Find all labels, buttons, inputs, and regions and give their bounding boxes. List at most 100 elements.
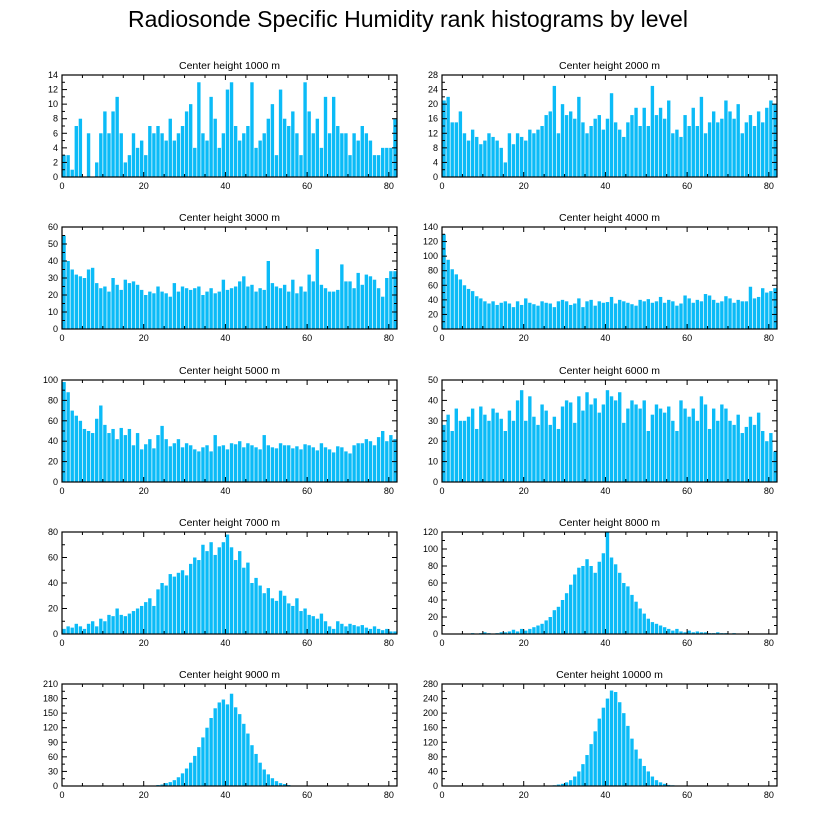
- histogram-bar: [462, 285, 467, 329]
- histogram-bar: [393, 271, 397, 329]
- y-tick-label: 40: [48, 436, 58, 446]
- histogram-bar: [274, 781, 279, 786]
- histogram-bar: [258, 762, 262, 786]
- histogram-bar: [250, 82, 254, 177]
- y-tick-label: 0: [53, 629, 58, 639]
- x-tick-label: 40: [600, 181, 610, 191]
- histogram-bar: [491, 408, 495, 482]
- histogram-bar: [752, 424, 757, 482]
- histogram-bar: [761, 431, 765, 482]
- histogram-bar: [217, 147, 221, 177]
- histogram-bar: [278, 443, 283, 482]
- y-tick-label: 40: [48, 256, 58, 266]
- histogram-bar: [446, 414, 450, 482]
- histogram-bar: [356, 140, 360, 177]
- histogram-bar: [213, 554, 217, 634]
- histogram-bar: [675, 305, 679, 329]
- histogram-bar: [242, 567, 246, 634]
- y-tick-label: 0: [433, 324, 438, 334]
- histogram-bar: [622, 422, 626, 482]
- histogram-bar: [483, 301, 487, 329]
- y-tick-label: 0: [433, 172, 438, 182]
- histogram-bar: [597, 115, 601, 177]
- histogram-bar: [536, 129, 540, 177]
- y-tick-label: 80: [428, 561, 438, 571]
- histogram-bar: [487, 303, 491, 329]
- histogram-bar: [352, 445, 356, 482]
- x-tick-label: 80: [764, 790, 774, 800]
- histogram-bar: [560, 783, 565, 786]
- histogram-bar: [99, 133, 103, 177]
- histogram-bar: [201, 737, 205, 786]
- x-tick-label: 20: [139, 638, 149, 648]
- histogram-bar: [642, 400, 646, 482]
- histogram-bar: [319, 613, 324, 634]
- histogram-bar: [573, 303, 577, 329]
- histogram-bar: [131, 281, 136, 329]
- y-tick-label: 0: [53, 324, 58, 334]
- x-tick-label: 60: [682, 181, 692, 191]
- histogram-bar: [348, 453, 352, 482]
- x-tick-label: 60: [682, 790, 692, 800]
- histogram-bar: [360, 625, 364, 634]
- histogram-bar: [642, 107, 646, 177]
- histogram-bar: [262, 289, 266, 329]
- histogram-bar: [319, 443, 324, 482]
- histogram-bar: [127, 155, 132, 177]
- y-tick-label: 200: [423, 708, 438, 718]
- histogram-bar: [148, 126, 152, 177]
- histogram-bar: [278, 590, 283, 634]
- histogram-bar: [703, 632, 708, 634]
- histogram-bar: [748, 416, 753, 482]
- histogram-bar: [127, 283, 132, 329]
- histogram-bar: [193, 147, 197, 177]
- histogram-bar: [66, 261, 70, 329]
- x-tick-label: 0: [439, 790, 444, 800]
- histogram-bar: [111, 616, 115, 634]
- histogram-bar: [258, 288, 262, 329]
- x-tick-label: 40: [600, 333, 610, 343]
- histogram-bar: [66, 155, 70, 177]
- histogram-bar: [176, 133, 181, 177]
- histogram-bar: [593, 305, 597, 329]
- histogram-bar: [278, 783, 283, 786]
- histogram-bar: [233, 707, 238, 786]
- histogram-bar: [287, 126, 291, 177]
- histogram-bar: [638, 126, 642, 177]
- histogram-bar: [164, 783, 168, 786]
- histogram-bar: [131, 611, 136, 634]
- panel-title: Center height 4000 m: [559, 212, 660, 224]
- y-tick-label: 0: [433, 629, 438, 639]
- histogram-bar: [765, 292, 769, 329]
- y-tick-label: 40: [428, 766, 438, 776]
- histogram-bar: [515, 400, 520, 482]
- histogram-bar: [250, 445, 254, 482]
- histogram-bar: [193, 557, 197, 634]
- histogram-bar: [193, 449, 197, 482]
- y-tick-label: 20: [428, 436, 438, 446]
- histogram-bar: [724, 408, 728, 482]
- x-tick-label: 20: [139, 486, 149, 496]
- histogram-bar: [364, 274, 369, 329]
- histogram-bar: [315, 450, 320, 482]
- histogram-bar: [270, 778, 275, 786]
- page-title: Radiosonde Specific Humidity rank histog…: [128, 6, 688, 32]
- x-tick-label: 60: [302, 181, 312, 191]
- histogram-bar: [156, 286, 160, 329]
- histogram-bar: [315, 249, 320, 329]
- histogram-bar: [654, 115, 659, 177]
- histogram-bar: [295, 598, 299, 634]
- histogram-bar: [491, 136, 495, 177]
- histogram-bar: [536, 424, 540, 482]
- histogram-bar: [577, 771, 581, 786]
- histogram-bar: [691, 632, 695, 634]
- histogram-panel: Center height 7000 m 0 20 40 60 80 0 20 40 60 80: [48, 517, 398, 648]
- y-tick-label: 120: [423, 237, 438, 247]
- histogram-bar: [115, 96, 119, 177]
- histogram-bar: [548, 303, 552, 329]
- histogram-bar: [201, 544, 205, 634]
- histogram-bar: [573, 118, 577, 177]
- histogram-bar: [626, 302, 630, 329]
- histogram-bar: [266, 445, 271, 482]
- histogram-bar: [683, 632, 687, 634]
